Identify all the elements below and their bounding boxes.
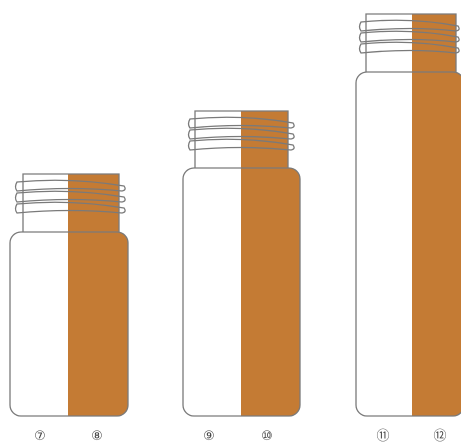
- vial-small-body-outline: [9, 231, 129, 417]
- label-vial-large-amber: ⑫: [433, 429, 446, 444]
- label-vial-medium-amber: ⑩: [261, 429, 273, 444]
- vial-large: [355, 13, 461, 417]
- vial-small: [9, 173, 129, 417]
- label-vial-small-clear: ⑦: [34, 429, 46, 444]
- vial-large-threads: [358, 19, 460, 54]
- vial-small-threads: [14, 179, 126, 214]
- vial-small-amber-half: [68, 232, 128, 416]
- vial-small-clear-half: [10, 232, 68, 416]
- vial-large-body-outline: [355, 71, 461, 417]
- label-vial-small-amber: ⑧: [91, 429, 103, 444]
- vial-medium-amber-half: [241, 168, 300, 416]
- vial-medium-neck-outline: [194, 110, 289, 168]
- vial-large-amber-half: [412, 72, 461, 416]
- vial-medium-threads: [187, 116, 295, 151]
- label-vial-large-clear: ⑪: [376, 429, 389, 444]
- vial-medium-clear-half: [183, 168, 241, 416]
- vial-large-clear-half: [356, 72, 412, 416]
- vial-medium-body-outline: [182, 167, 301, 417]
- label-vial-medium-clear: ⑨: [203, 429, 215, 444]
- vial-medium: [182, 110, 301, 417]
